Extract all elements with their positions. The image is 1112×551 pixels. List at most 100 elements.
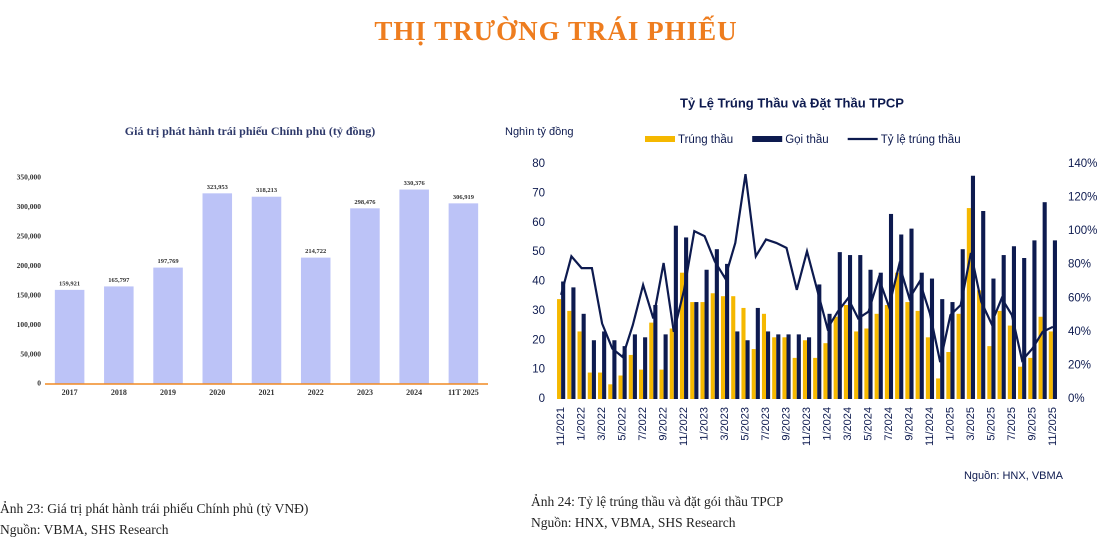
x-tick-label: 11/2025 xyxy=(1047,407,1059,446)
bar xyxy=(350,208,380,384)
bar xyxy=(591,340,596,399)
bar xyxy=(104,286,134,384)
x-tick-label: 5/2024 xyxy=(862,407,874,441)
y2-tick-label: 100% xyxy=(1068,225,1097,237)
bar xyxy=(567,310,572,399)
bar xyxy=(956,313,961,399)
x-tick-label: 1/2025 xyxy=(944,407,956,441)
legend-swatch xyxy=(752,136,783,142)
x-tick-label: 2019 xyxy=(160,388,176,397)
bar xyxy=(612,340,617,399)
bar xyxy=(807,337,812,399)
bar xyxy=(751,349,756,399)
y2-tick-label: 80% xyxy=(1068,259,1091,271)
bar xyxy=(679,272,685,399)
bar xyxy=(1007,325,1012,399)
y2-tick-label: 0% xyxy=(1068,393,1085,405)
value-label: 159,921 xyxy=(59,280,80,287)
y2-tick-label: 40% xyxy=(1068,326,1091,338)
bar xyxy=(997,310,1002,399)
x-tick-label: 9/2023 xyxy=(780,407,792,441)
bar xyxy=(399,189,429,384)
x-tick-label: 11/2021 xyxy=(555,407,567,446)
bar xyxy=(1038,316,1043,399)
bar xyxy=(786,334,791,399)
bar xyxy=(602,331,607,399)
x-tick-label: 5/2025 xyxy=(985,407,997,441)
x-tick-label: 3/2023 xyxy=(719,407,731,441)
bar xyxy=(970,175,976,399)
y-tick-label: 200,000 xyxy=(17,261,42,270)
x-tick-label: 7/2025 xyxy=(1006,407,1018,441)
y-tick-label: 100,000 xyxy=(17,320,42,329)
bar xyxy=(813,357,818,399)
bar xyxy=(899,234,904,399)
bar xyxy=(847,255,853,399)
bar xyxy=(54,289,85,384)
x-tick-label: 11/2022 xyxy=(678,407,690,446)
x-tick-label: 2023 xyxy=(357,388,373,397)
bar xyxy=(202,193,233,384)
bar xyxy=(1042,202,1047,399)
bar xyxy=(557,299,562,399)
legend-label: Tỷ lệ trúng thầu xyxy=(881,134,961,146)
bar xyxy=(587,372,592,399)
x-tick-label: 2021 xyxy=(259,388,275,397)
legend-label: Trúng thầu xyxy=(678,134,733,146)
bar xyxy=(888,213,894,399)
x-tick-label: 1/2023 xyxy=(698,407,710,441)
bar xyxy=(669,328,674,399)
y-tick-label: 80 xyxy=(532,158,545,170)
caption-source: Nguồn: HNX, VBMA, SHS Research xyxy=(531,515,736,530)
x-tick-label: 7/2024 xyxy=(883,407,895,441)
bar xyxy=(858,255,863,399)
bar xyxy=(868,269,873,399)
page-title: THỊ TRƯỜNG TRÁI PHIẾU xyxy=(374,15,737,46)
bar xyxy=(878,272,883,399)
y-tick-label: 50 xyxy=(532,246,545,258)
bar xyxy=(663,334,668,399)
source-note: Nguồn: HNX, VBMA xyxy=(964,470,1064,482)
x-tick-label: 9/2025 xyxy=(1026,407,1038,441)
y-tick-label: 0 xyxy=(539,393,545,405)
bar xyxy=(1032,240,1037,399)
bar xyxy=(571,287,576,399)
bar xyxy=(581,313,586,399)
bar xyxy=(561,281,566,399)
bar xyxy=(300,257,331,384)
y2-tick-label: 20% xyxy=(1068,359,1091,371)
y-tick-label: 250,000 xyxy=(17,232,42,241)
y-tick-label: 150,000 xyxy=(17,290,42,299)
bar xyxy=(448,203,479,384)
bar xyxy=(710,293,715,399)
bar xyxy=(776,334,781,399)
bar xyxy=(741,307,746,399)
chart-title: Giá trị phát hành trái phiếu Chính phủ (… xyxy=(125,124,375,138)
x-tick-label: 7/2023 xyxy=(760,407,772,441)
bar xyxy=(622,346,627,399)
bar xyxy=(700,302,705,399)
bar xyxy=(823,343,828,399)
value-label: 306,919 xyxy=(453,194,475,201)
bar xyxy=(987,346,992,399)
bar xyxy=(1028,357,1033,399)
x-tick-label: 1/2024 xyxy=(821,407,833,441)
bar xyxy=(598,372,603,399)
bar xyxy=(796,334,801,399)
value-label: 323,953 xyxy=(207,184,229,191)
x-tick-label: 3/2024 xyxy=(842,407,854,441)
bar xyxy=(874,313,879,399)
bar xyxy=(638,369,644,399)
y-tick-label: 20 xyxy=(532,334,545,346)
x-tick-label: 3/2025 xyxy=(965,407,977,441)
bar xyxy=(946,352,951,399)
y-tick-label: 40 xyxy=(532,276,545,288)
bar xyxy=(766,331,771,399)
bar xyxy=(817,284,822,399)
bar xyxy=(745,340,750,399)
bar xyxy=(251,196,282,384)
x-tick-label: 3/2022 xyxy=(596,407,608,441)
bar xyxy=(966,208,971,399)
